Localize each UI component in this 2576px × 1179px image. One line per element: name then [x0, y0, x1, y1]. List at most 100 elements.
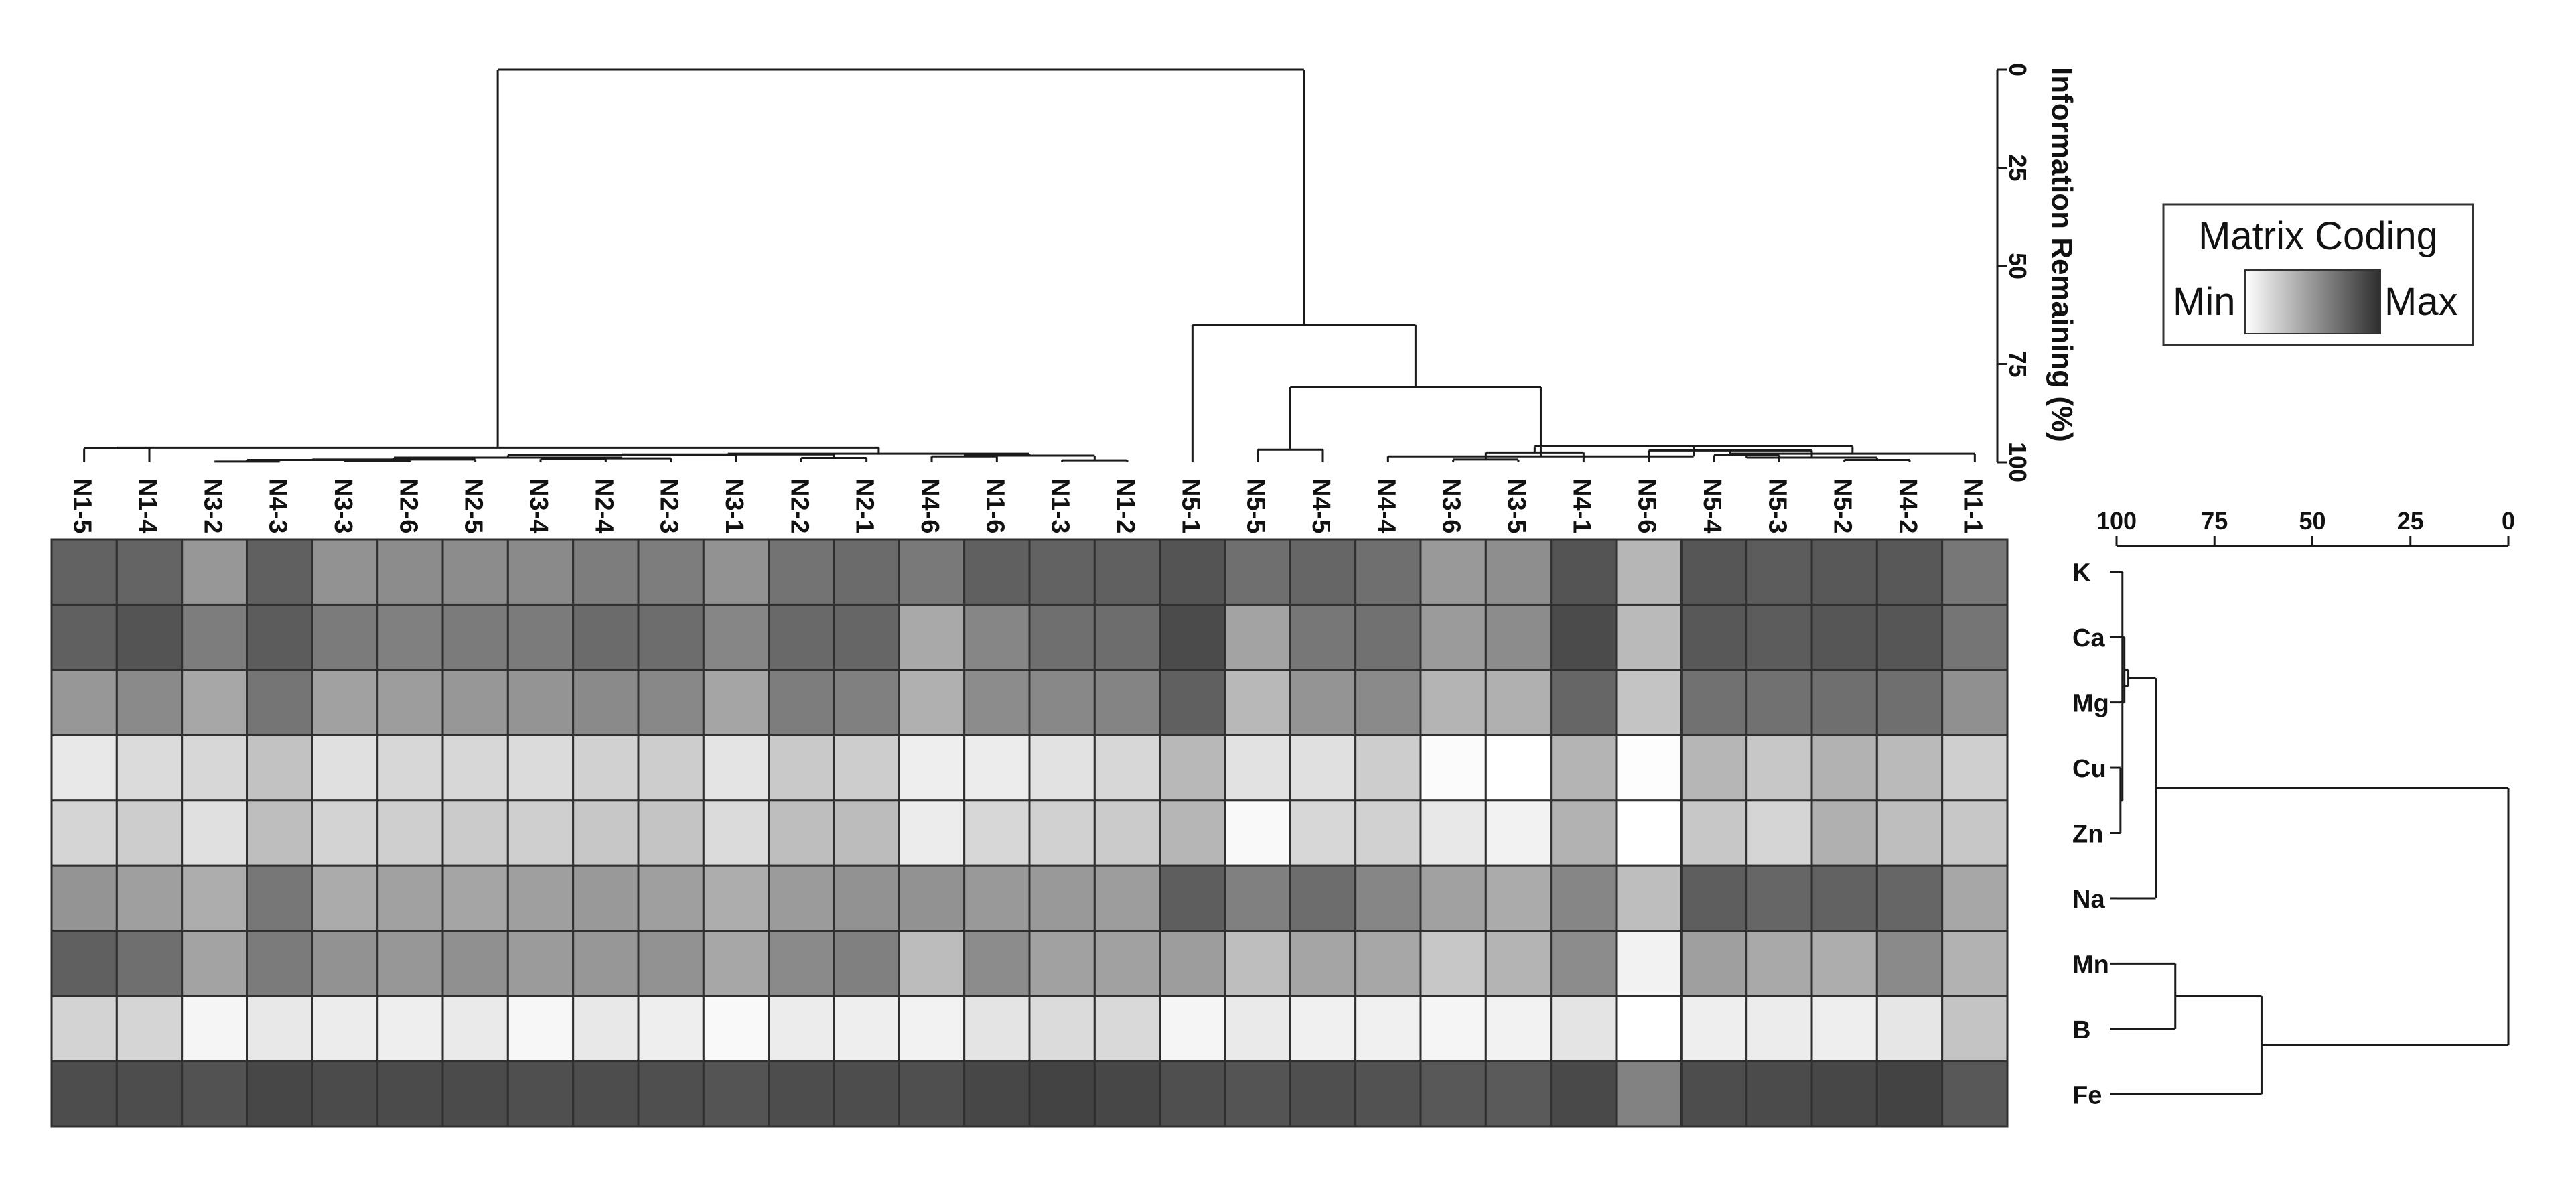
heatmap-cell: [1028, 734, 1096, 802]
heatmap-cell: [246, 603, 313, 671]
heatmap-cell: [898, 799, 966, 867]
heatmap-cell: [702, 603, 770, 671]
column-label: N2-3: [655, 478, 683, 533]
heatmap-cell: [181, 603, 248, 671]
column-label: N4-6: [916, 478, 944, 533]
heatmap-cell: [1941, 930, 2009, 997]
heatmap-cell: [702, 1060, 770, 1128]
heatmap-cell: [1680, 603, 1748, 671]
heatmap-cell: [376, 734, 444, 802]
heatmap-cell: [311, 799, 379, 867]
heatmap-cell: [1354, 734, 1422, 802]
heatmap-cell: [1093, 930, 1161, 997]
heatmap-cell: [768, 603, 835, 671]
heatmap-cell: [1680, 864, 1748, 932]
heatmap-cell: [1484, 995, 1553, 1063]
heatmap-cell: [1680, 1060, 1748, 1128]
heatmap-cell: [50, 864, 118, 932]
top-axis-tick-label: 100: [2004, 442, 2031, 482]
heatmap-cell: [1875, 669, 1944, 736]
heatmap-cell: [1550, 864, 1618, 932]
heatmap-cell: [1941, 864, 2009, 932]
heatmap-cell: [1289, 930, 1357, 997]
heatmap-cell: [1419, 1060, 1487, 1128]
heatmap-cell: [506, 669, 575, 736]
heatmap-cell: [1550, 1060, 1618, 1128]
heatmap-cell: [1680, 995, 1748, 1063]
heatmap-cell: [506, 538, 575, 606]
heatmap-cell: [833, 995, 900, 1063]
heatmap-cell: [376, 669, 444, 736]
heatmap-cell: [1615, 538, 1683, 606]
heatmap-cell: [1810, 538, 1878, 606]
heatmap-cell: [1224, 864, 1291, 932]
heatmap-cell: [1745, 669, 1813, 736]
column-label: N3-5: [1502, 478, 1530, 533]
legend-gradient-bar: [2244, 269, 2381, 334]
heatmap-cell: [637, 995, 705, 1063]
heatmap-cell: [1484, 538, 1553, 606]
heatmap-cell: [1289, 538, 1357, 606]
heatmap-cell: [1093, 669, 1161, 736]
heatmap-cell: [1224, 995, 1291, 1063]
heatmap-cell: [1550, 538, 1618, 606]
heatmap-cell: [376, 603, 444, 671]
heatmap-cell: [1224, 1060, 1291, 1128]
column-labels: N1-5 N1-4 N3-2 N4-3 N3-3 N2-6 N2-5 N3-4 N2-4 N2-3…: [68, 478, 1987, 533]
row-label: Zn: [2072, 821, 2103, 849]
heatmap-cell: [963, 995, 1031, 1063]
heatmap-cell: [376, 930, 444, 997]
heatmap-cell: [1159, 603, 1226, 671]
heatmap-cell: [1289, 995, 1357, 1063]
legend-max-label: Max: [2384, 280, 2458, 324]
heatmap-cell: [1875, 799, 1944, 867]
heatmap-cell: [1550, 995, 1618, 1063]
heatmap-cell: [637, 864, 705, 932]
row-label: K: [2072, 559, 2091, 587]
column-label: N2-2: [785, 478, 813, 533]
heatmap-cell: [1224, 799, 1291, 867]
heatmap-cell: [50, 603, 118, 671]
top-axis-tick-label: 50: [2004, 253, 2031, 279]
heatmap-cell: [1159, 734, 1226, 802]
heatmap-cell: [1615, 995, 1683, 1063]
heatmap-cell: [441, 669, 509, 736]
heatmap-cell: [1028, 864, 1096, 932]
heatmap-cell: [441, 1060, 509, 1128]
heatmap-cell: [1289, 669, 1357, 736]
top-axis-label: Information Remaining (%): [2046, 67, 2078, 442]
heatmap-cell: [833, 930, 900, 997]
heatmap-cell: [376, 995, 444, 1063]
heatmap-cell: [1028, 1060, 1096, 1128]
heatmap-cell: [1875, 864, 1944, 932]
heatmap-cell: [1159, 1060, 1226, 1128]
heatmap-cell: [376, 799, 444, 867]
heatmap-cell: [898, 538, 966, 606]
heatmap-cell: [572, 799, 640, 867]
heatmap-cell: [1354, 864, 1422, 932]
heatmap-cells: [50, 538, 2009, 1128]
heatmap-cell: [1810, 930, 1878, 997]
column-label: N1-5: [68, 478, 96, 533]
heatmap-cell: [376, 864, 444, 932]
heatmap-cell: [768, 864, 835, 932]
heatmap-cell: [1550, 734, 1618, 802]
heatmap-cell: [50, 799, 118, 867]
heatmap-cell: [898, 995, 966, 1063]
column-label: N4-1: [1567, 478, 1595, 533]
heatmap-cell: [1745, 799, 1813, 867]
column-label: N5-2: [1829, 478, 1857, 533]
heatmap-cell: [702, 995, 770, 1063]
heatmap-cell: [1289, 799, 1357, 867]
heatmap-cell: [1615, 799, 1683, 867]
column-label: N4-5: [1307, 478, 1335, 533]
right-axis-tick-label: 0: [2502, 507, 2515, 535]
heatmap-cell: [1745, 734, 1813, 802]
heatmap-cell: [637, 669, 705, 736]
heatmap-cell: [246, 734, 313, 802]
heatmap-cell: [246, 799, 313, 867]
heatmap-cell: [1093, 1060, 1161, 1128]
heatmap-cell: [572, 669, 640, 736]
heatmap-cell: [833, 799, 900, 867]
heatmap-cell: [115, 538, 184, 606]
